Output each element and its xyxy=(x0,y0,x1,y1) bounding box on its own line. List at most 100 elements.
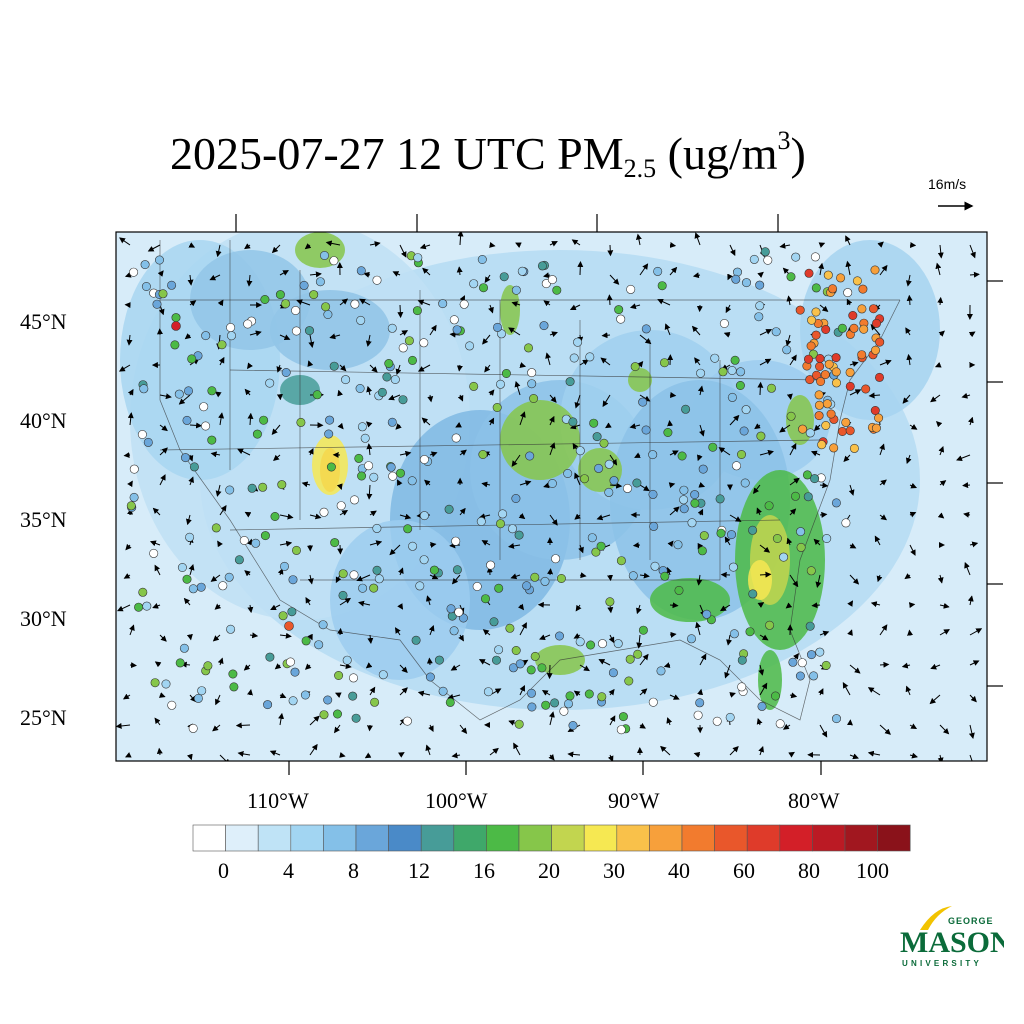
monitor-station xyxy=(597,692,607,702)
wind-vector xyxy=(513,742,521,756)
monitor-station xyxy=(382,372,392,382)
monitor-station xyxy=(821,324,831,334)
wind-vector xyxy=(339,752,346,758)
wind-vector xyxy=(905,454,912,465)
monitor-station xyxy=(395,468,405,478)
wind-vector xyxy=(756,718,763,726)
wind-vector xyxy=(845,235,851,246)
monitor-station xyxy=(736,367,746,377)
wind-vector xyxy=(519,622,527,636)
monitor-station xyxy=(281,367,291,377)
wind-vector xyxy=(598,659,611,666)
wind-vector xyxy=(578,544,584,554)
wind-vector xyxy=(308,448,314,456)
wind-vector xyxy=(758,745,765,756)
wind-vector xyxy=(247,604,254,614)
monitor-station xyxy=(824,359,834,369)
wind-vector xyxy=(667,420,674,427)
wind-vector xyxy=(664,323,671,336)
wind-vector xyxy=(189,300,197,307)
monitor-station xyxy=(284,621,294,631)
pm25-shading-region xyxy=(500,400,580,480)
wind-vector xyxy=(964,561,971,576)
wind-vector xyxy=(369,540,383,547)
wind-vector xyxy=(539,634,551,640)
wind-vector xyxy=(459,507,466,516)
monitor-station xyxy=(756,431,766,441)
wind-vector xyxy=(307,360,314,367)
monitor-station xyxy=(716,528,726,538)
wind-vector xyxy=(636,604,642,615)
monitor-station xyxy=(341,375,351,385)
wind-vector xyxy=(934,362,942,368)
wind-vector xyxy=(178,394,191,405)
wind-vector xyxy=(451,574,461,585)
monitor-station xyxy=(517,266,527,276)
colorbar-label-60: 60 xyxy=(733,858,755,883)
wind-vector xyxy=(392,271,401,277)
monitor-station xyxy=(556,573,566,583)
wind-vector xyxy=(699,424,705,437)
lon-label-80w: 80°W xyxy=(788,788,840,813)
monitor-station xyxy=(415,581,425,591)
lat-label-40: 40°N xyxy=(20,408,67,433)
colorbar-swatch xyxy=(746,824,781,852)
monitor-station xyxy=(845,367,855,377)
monitor-station xyxy=(196,582,206,592)
wind-vector xyxy=(425,595,432,606)
monitor-station xyxy=(167,280,177,290)
wind-vector xyxy=(125,543,132,551)
monitor-station xyxy=(740,478,750,488)
wind-vector xyxy=(549,415,555,426)
monitor-station xyxy=(142,601,152,611)
monitor-station xyxy=(843,288,853,298)
wind-vector xyxy=(759,358,772,366)
monitor-station xyxy=(251,538,261,548)
wind-vector xyxy=(235,722,251,729)
wind-vector xyxy=(906,294,913,306)
monitor-station xyxy=(304,326,314,336)
monitor-station xyxy=(342,655,352,665)
wind-vector xyxy=(667,540,674,548)
wind-vector xyxy=(607,574,613,582)
wind-vector xyxy=(729,745,739,756)
wind-vector xyxy=(124,271,132,278)
wind-vector xyxy=(607,244,614,257)
wind-vector xyxy=(519,362,527,368)
monitor-station xyxy=(748,589,758,599)
monitor-station xyxy=(841,417,851,427)
map-title: 2025-07-27 12 UTC PM2.5 (ug/m3) xyxy=(170,128,806,182)
wind-vector xyxy=(417,299,431,306)
pm25-shading-region xyxy=(500,285,520,335)
monitor-station xyxy=(496,329,506,339)
wind-vector xyxy=(276,364,283,373)
monitor-station xyxy=(495,519,505,529)
wind-vector xyxy=(269,750,281,756)
wind-vector xyxy=(249,330,262,337)
wind-vector xyxy=(609,274,620,285)
monitor-station xyxy=(189,462,199,472)
monitor-station xyxy=(736,449,746,459)
wind-vector xyxy=(488,304,494,314)
monitor-station xyxy=(845,381,855,391)
monitor-station xyxy=(149,548,159,558)
wind-vector xyxy=(481,540,491,546)
monitor-station xyxy=(413,253,423,263)
wind-vector xyxy=(639,263,649,276)
monitor-station xyxy=(217,340,227,350)
wind-vector xyxy=(639,334,652,345)
wind-vector xyxy=(818,242,826,248)
wind-vector xyxy=(369,241,381,248)
wind-vector xyxy=(939,629,950,636)
wind-vector xyxy=(186,753,193,761)
monitor-station xyxy=(265,652,275,662)
wind-vector xyxy=(939,480,947,487)
monitor-station xyxy=(398,395,408,405)
monitor-station xyxy=(348,691,358,701)
wind-vector xyxy=(939,602,950,609)
wind-vector xyxy=(779,242,791,249)
monitor-station xyxy=(348,673,358,683)
monitor-station xyxy=(650,561,660,571)
monitor-station xyxy=(275,290,285,300)
wind-vector xyxy=(759,544,771,553)
